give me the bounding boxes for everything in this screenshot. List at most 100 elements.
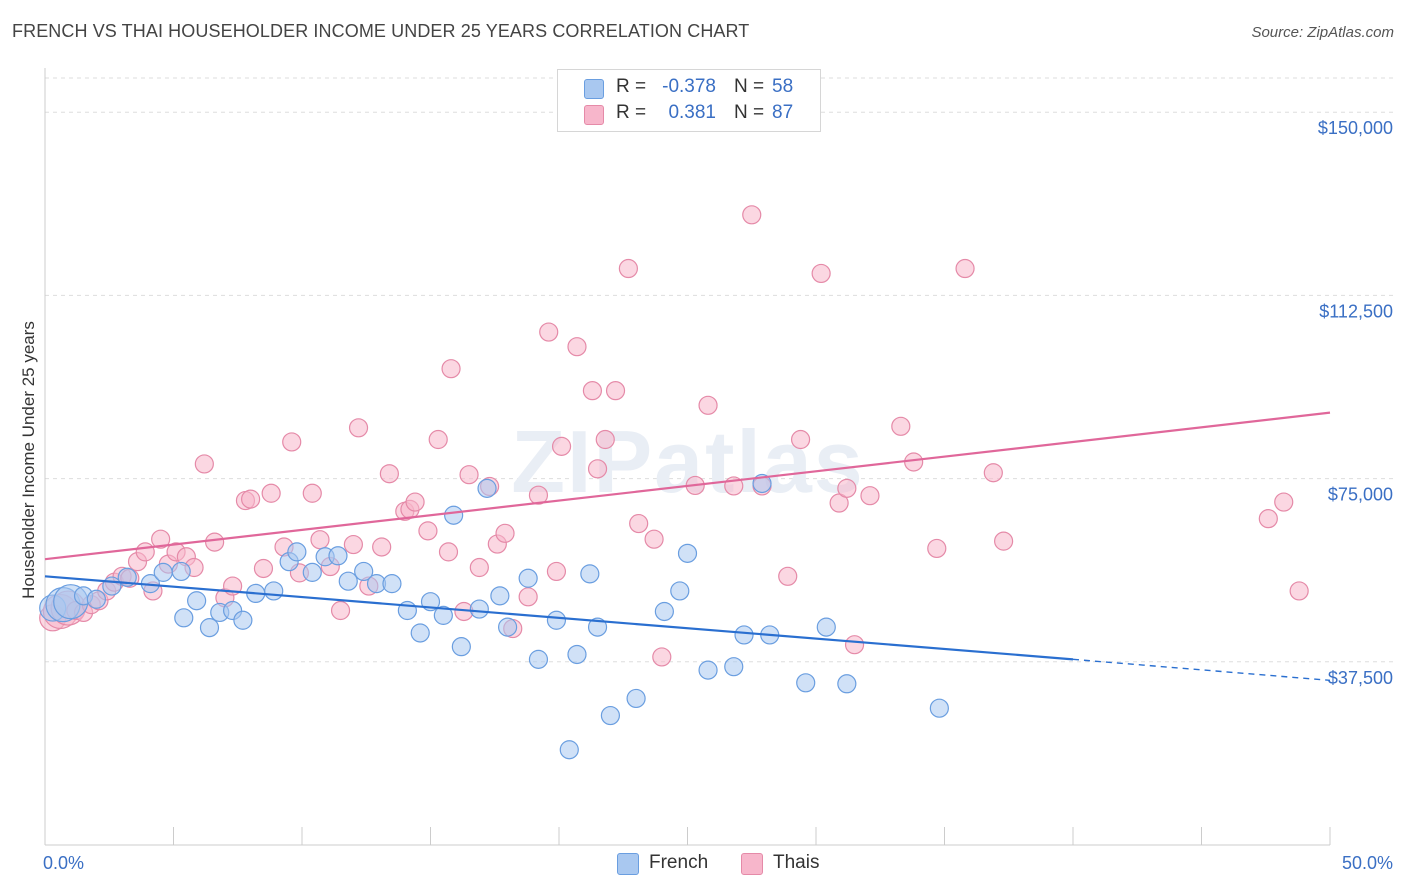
y-tick-label: $37,500 [1328, 668, 1393, 688]
legend-swatch-thais [741, 853, 763, 875]
french-point [354, 561, 374, 582]
thais-point [428, 429, 448, 450]
french-point [469, 599, 489, 619]
thais-point [348, 418, 369, 438]
thais-point [343, 534, 363, 555]
french-point [233, 610, 253, 630]
legend-r-label: R = [616, 76, 647, 97]
legend-n-label: N = [734, 102, 765, 123]
thais-point [844, 635, 865, 655]
french-point [174, 608, 194, 628]
french-trend-line [44, 575, 1074, 661]
thais-point [567, 337, 587, 357]
french-point [153, 562, 173, 582]
legend-label-french: French [649, 852, 709, 873]
legend-label-thais: Thais [773, 852, 820, 873]
thais-point [205, 532, 225, 552]
thais-point [595, 429, 615, 450]
thais-point [441, 359, 461, 379]
thais-point [459, 465, 479, 485]
thais-point [546, 561, 567, 582]
thais-point [372, 537, 392, 557]
thais-point [282, 432, 302, 452]
watermark: ZIPatlas [511, 412, 864, 511]
thais-point [194, 454, 214, 474]
french-point [816, 617, 836, 637]
thais-point [955, 258, 975, 279]
thais-trend-line [44, 411, 1331, 561]
thais-point [253, 558, 274, 579]
french-point [600, 705, 621, 726]
french-point [546, 610, 567, 630]
source-label: Source: ZipAtlas.com [1251, 24, 1394, 41]
gridlines [45, 77, 1395, 663]
thais-point [1289, 581, 1309, 601]
french-point [734, 625, 754, 645]
thais-point [135, 542, 155, 562]
thais-point [551, 436, 572, 456]
thais-point [330, 600, 351, 621]
trend-lines [44, 411, 1331, 682]
thais-point [405, 492, 425, 512]
thais-point [904, 452, 924, 472]
thais-point [1274, 492, 1294, 512]
french-point [410, 623, 430, 643]
thais-point [644, 529, 664, 549]
thais-point [790, 429, 811, 450]
thais-point [582, 381, 603, 401]
thais-point [742, 205, 762, 225]
legend-swatch-thais [584, 105, 604, 125]
thais-point [528, 485, 549, 505]
french-point [302, 562, 322, 582]
thais-point [837, 478, 857, 498]
thais-point [418, 521, 438, 541]
thais-point [860, 486, 880, 506]
french-point [518, 568, 538, 588]
thais-point [151, 529, 171, 549]
thais-point [261, 483, 281, 503]
french-point [626, 688, 646, 709]
thais-point [618, 258, 638, 279]
thais-point [241, 489, 261, 509]
y-tick-label: $112,500 [1319, 301, 1393, 321]
french-point [698, 660, 718, 680]
thais-point [302, 483, 322, 503]
french-point [187, 591, 207, 611]
french-point [724, 657, 744, 677]
legend-n-value: 87 [772, 102, 794, 123]
thais-point [605, 381, 626, 401]
legend-swatch-french [584, 79, 604, 99]
thais-point [698, 395, 718, 415]
french-point [490, 586, 510, 606]
series-legend: French Thais [0, 852, 1406, 878]
thais-point [983, 463, 1003, 483]
y-tick-labels: $37,500 $75,000 $112,500 $150,000 [1318, 118, 1393, 688]
thais-point [994, 531, 1014, 551]
french-point [382, 574, 402, 594]
french-point [444, 505, 464, 525]
legend-r-label: R = [616, 102, 647, 123]
french-point [528, 649, 549, 669]
thais-point [587, 459, 608, 479]
french-point [654, 601, 674, 622]
thais-point [811, 263, 831, 284]
french-point [796, 673, 816, 693]
french-point [338, 571, 358, 591]
french-point [587, 617, 608, 637]
french-point [264, 581, 284, 601]
y-axis-title: Householder Income Under 25 years [19, 321, 38, 599]
french-trend-extension [1072, 658, 1331, 682]
thais-point [310, 530, 330, 550]
thais-point [1258, 509, 1278, 529]
y-tick-label: $75,000 [1328, 485, 1393, 505]
french-point [433, 605, 453, 625]
chart-title: FRENCH VS THAI HOUSEHOLDER INCOME UNDER … [12, 21, 750, 41]
french-point [567, 644, 587, 665]
x-tick-label-min: 0.0% [43, 853, 84, 873]
thais-point [539, 322, 559, 342]
french-point [677, 543, 698, 563]
thais-point [891, 416, 911, 436]
french-point [670, 581, 690, 601]
french-point [837, 674, 857, 694]
thais-point [495, 523, 515, 543]
